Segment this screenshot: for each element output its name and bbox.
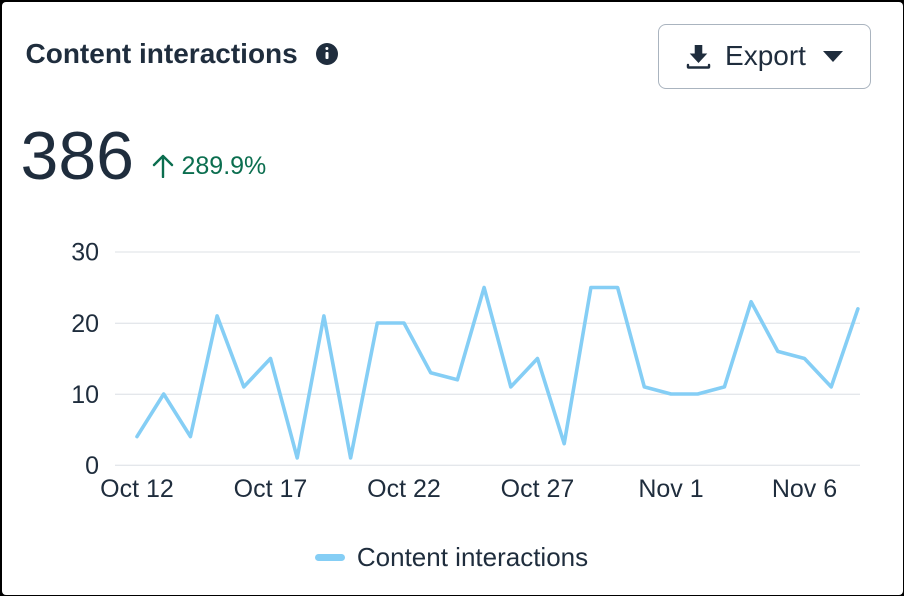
- svg-text:10: 10: [71, 380, 99, 408]
- svg-text:Oct 12: Oct 12: [100, 475, 174, 500]
- svg-text:20: 20: [71, 309, 99, 337]
- svg-text:Oct 27: Oct 27: [500, 475, 574, 500]
- svg-text:Oct 17: Oct 17: [233, 475, 307, 500]
- svg-text:Nov 6: Nov 6: [771, 475, 836, 500]
- svg-text:0: 0: [85, 451, 99, 479]
- svg-text:Oct 22: Oct 22: [367, 475, 441, 500]
- svg-text:Nov 1: Nov 1: [638, 475, 703, 500]
- svg-text:30: 30: [71, 240, 99, 267]
